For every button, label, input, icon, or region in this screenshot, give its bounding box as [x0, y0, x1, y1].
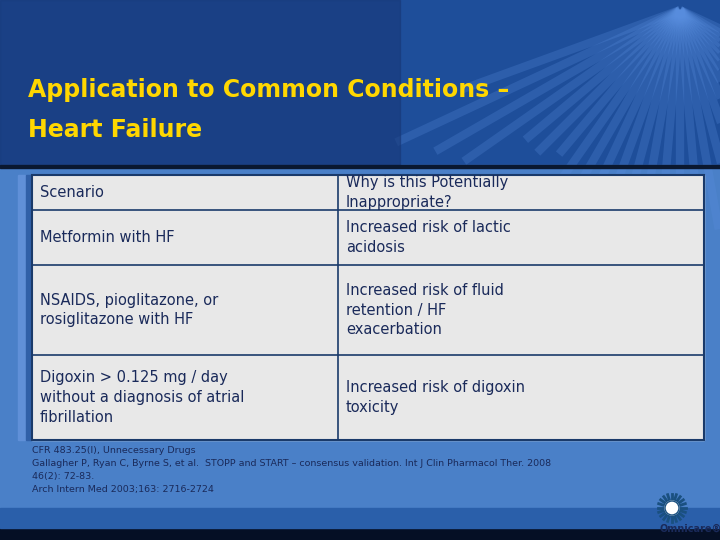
Text: Omnicare®: Omnicare® [660, 524, 720, 534]
Text: Gallagher P, Ryan C, Byrne S, et al.  STOPP and START – consensus validation. In: Gallagher P, Ryan C, Byrne S, et al. STO… [32, 459, 551, 468]
Text: Why is this Potentially
Inappropriate?: Why is this Potentially Inappropriate? [346, 175, 508, 210]
Bar [32, 175, 704, 440]
Bar [0, 528, 720, 540]
Bar [0, 165, 720, 168]
Bar [0, 508, 720, 528]
Text: Digoxin > 0.125 mg / day
without a diagnosis of atrial
fibrillation: Digoxin > 0.125 mg / day without a diagn… [40, 370, 244, 425]
Text: Heart Failure: Heart Failure [28, 118, 202, 142]
Text: Application to Common Conditions –: Application to Common Conditions – [28, 78, 509, 102]
Text: NSAIDS, pioglitazone, or
rosiglitazone with HF: NSAIDS, pioglitazone, or rosiglitazone w… [40, 293, 218, 327]
Text: Increased risk of digoxin
toxicity: Increased risk of digoxin toxicity [346, 380, 525, 415]
Text: Metformin with HF: Metformin with HF [40, 230, 174, 245]
Text: Increased risk of fluid
retention / HF
exacerbation: Increased risk of fluid retention / HF e… [346, 283, 503, 338]
Text: Increased risk of lactic
acidosis: Increased risk of lactic acidosis [346, 220, 510, 255]
Text: 46(2): 72-83.: 46(2): 72-83. [32, 472, 94, 481]
Bar [18, 175, 25, 440]
Bar [0, 165, 720, 540]
Text: Arch Intern Med 2003;163: 2716-2724: Arch Intern Med 2003;163: 2716-2724 [32, 485, 214, 494]
Bar [0, 0, 400, 165]
Text: Scenario: Scenario [40, 185, 104, 200]
Text: CFR 483.25(l), Unnecessary Drugs: CFR 483.25(l), Unnecessary Drugs [32, 446, 196, 455]
Circle shape [665, 501, 679, 515]
Bar [0, 0, 720, 165]
Bar [26, 175, 31, 440]
Bar [32, 175, 704, 440]
